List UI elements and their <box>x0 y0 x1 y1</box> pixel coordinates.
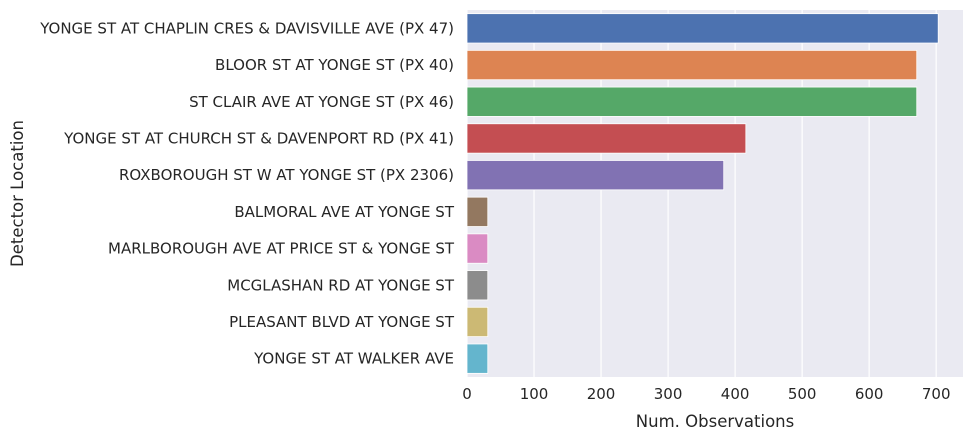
x-tick-label: 200 <box>587 385 616 403</box>
x-tick-label: 100 <box>520 385 549 403</box>
x-tick-labels: 0 100 200 300 400 500 600 700 <box>462 385 950 403</box>
y-tick-label: BLOOR ST AT YONGE ST (PX 40) <box>215 56 454 74</box>
bar <box>466 123 747 154</box>
y-tick-label: MCGLASHAN RD AT YONGE ST <box>227 276 455 294</box>
y-tick-label: PLEASANT BLVD AT YONGE ST <box>229 313 455 331</box>
bar <box>466 233 489 264</box>
y-tick-label: YONGE ST AT CHAPLIN CRES & DAVISVILLE AV… <box>39 19 454 37</box>
x-tick-label: 400 <box>721 385 750 403</box>
y-tick-label: ST CLAIR AVE AT YONGE ST (PX 46) <box>189 93 454 111</box>
bar <box>466 13 939 44</box>
y-tick-label: YONGE ST AT WALKER AVE <box>253 350 454 368</box>
x-tick-label: 300 <box>654 385 683 403</box>
bar <box>466 86 918 117</box>
bar <box>466 306 489 338</box>
x-tick-label: 700 <box>922 385 951 403</box>
bar <box>466 196 489 227</box>
y-tick-label: BALMORAL AVE AT YONGE ST <box>234 203 454 221</box>
bar <box>466 160 725 191</box>
y-tick-label: YONGE ST AT CHURCH ST & DAVENPORT RD (PX… <box>63 129 454 147</box>
x-tick-label: 600 <box>855 385 884 403</box>
bars <box>466 13 939 374</box>
bar <box>466 49 918 81</box>
x-tick-label: 0 <box>462 385 472 403</box>
y-tick-labels: YONGE ST AT CHAPLIN CRES & DAVISVILLE AV… <box>39 19 455 367</box>
bar <box>466 343 489 374</box>
x-axis-label: Num. Observations <box>636 412 794 431</box>
y-axis-label: Detector Location <box>8 120 27 267</box>
y-tick-label: MARLBOROUGH AVE AT PRICE ST & YONGE ST <box>108 240 455 258</box>
bar <box>466 270 489 301</box>
x-tick-label: 500 <box>788 385 817 403</box>
y-tick-label: ROXBOROUGH ST W AT YONGE ST (PX 2306) <box>119 166 454 184</box>
